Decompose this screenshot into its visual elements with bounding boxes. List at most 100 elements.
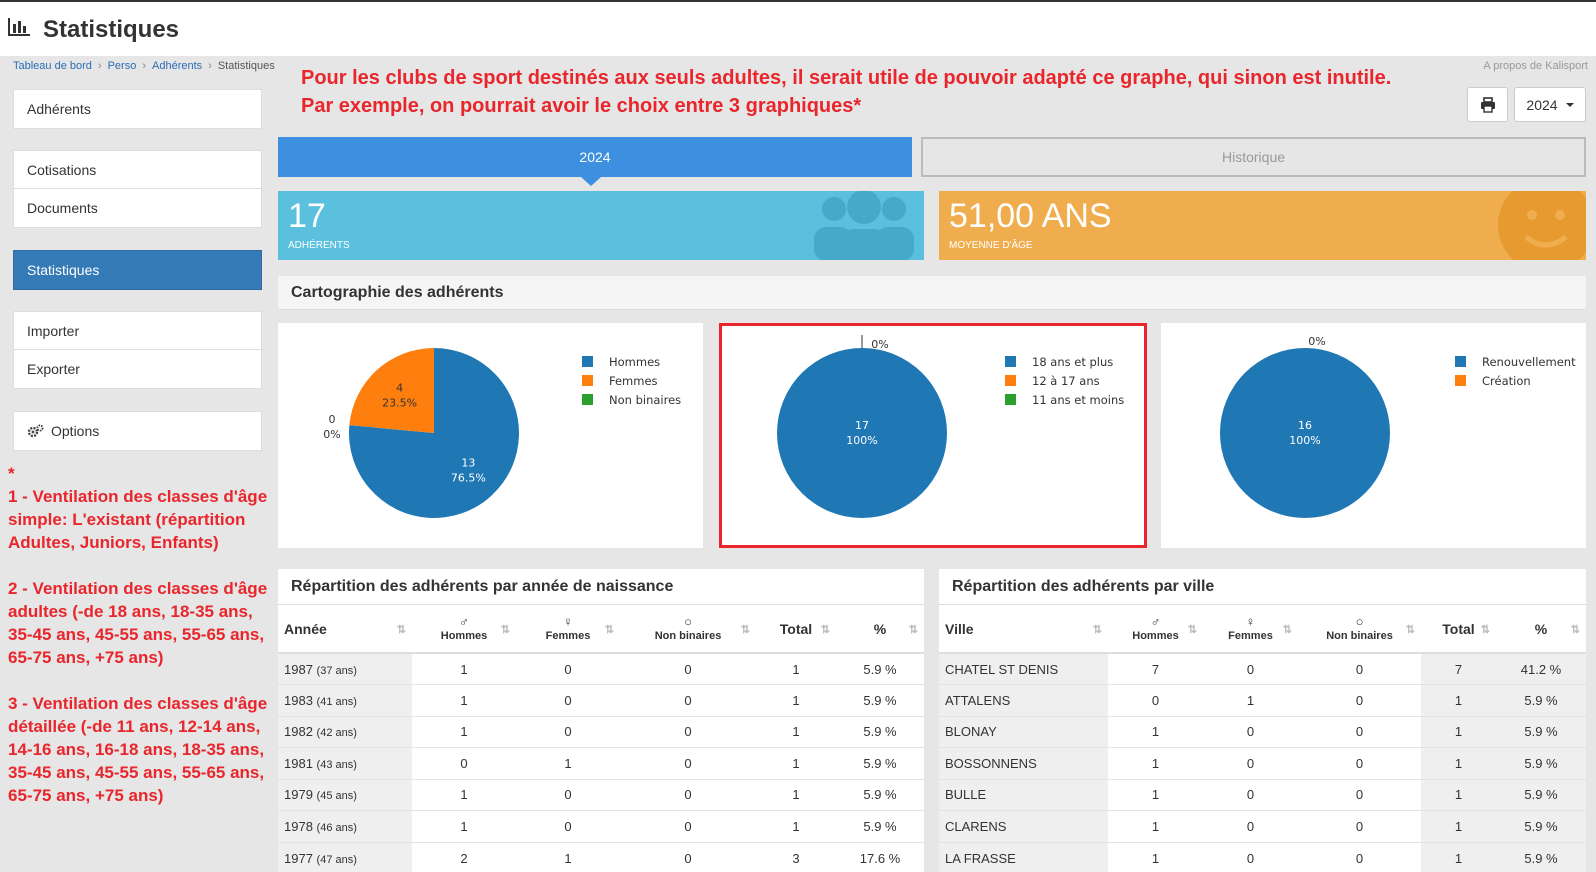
year-select[interactable]: 2024 xyxy=(1514,87,1586,122)
members-count-label: Adhérents xyxy=(288,240,350,251)
pie-slice[interactable] xyxy=(777,348,947,518)
cell-men: 0 xyxy=(412,747,516,779)
tab-history[interactable]: Historique xyxy=(921,137,1586,177)
col-total[interactable]: Total ⇅ xyxy=(756,605,836,654)
tab-2024[interactable]: 2024 xyxy=(278,137,912,186)
sort-icon: ⇅ xyxy=(820,624,830,636)
print-button[interactable] xyxy=(1467,87,1508,122)
col-percent[interactable]: % ⇅ xyxy=(836,605,924,654)
cell-women: 0 xyxy=(516,652,620,685)
pie-slice-value: 17 xyxy=(855,419,869,432)
legend-label[interactable]: 12 à 17 ans xyxy=(1032,374,1100,388)
pie-slice[interactable] xyxy=(349,348,434,433)
sort-icon: ⇅ xyxy=(740,624,750,636)
cell-year: 1979 (45 ans) xyxy=(278,778,412,811)
table-city-card: Répartition des adhérents par ville Vill… xyxy=(939,569,1586,872)
legend-label[interactable]: Création xyxy=(1482,374,1531,388)
year-select-value: 2024 xyxy=(1526,96,1558,113)
gears-icon xyxy=(27,424,44,438)
legend-swatch xyxy=(1005,356,1016,367)
cell-total: 1 xyxy=(1421,747,1496,779)
cell-women: 0 xyxy=(516,684,620,716)
members-stat-tile: 17 Adhérents xyxy=(278,191,924,260)
breadcrumb-members[interactable]: Adhérents xyxy=(152,60,203,72)
sidebar-item-members[interactable]: Adhérents xyxy=(27,101,91,117)
col-women[interactable]: ♀ Femmes ⇅ xyxy=(516,605,620,654)
cell-total: 1 xyxy=(756,652,836,685)
cell-nonbinary: 0 xyxy=(1298,684,1421,716)
cell-total: 1 xyxy=(1421,810,1496,842)
cell-nonbinary: 0 xyxy=(620,778,756,811)
legend-label[interactable]: Renouvellement xyxy=(1482,355,1576,369)
bar-chart-icon xyxy=(8,18,30,36)
sidebar-item-export[interactable]: Exporter xyxy=(27,361,80,377)
table-birth-year: Année ⇅ ♂ Hommes ⇅ ♀ Femmes ⇅ ○ Non binaires ⇅ … xyxy=(278,605,924,872)
average-age: 51,00 ANS xyxy=(949,197,1112,235)
cell-men: 7 xyxy=(1108,652,1203,685)
cell-women: 1 xyxy=(516,747,620,779)
col-men[interactable]: ♂ Hommes ⇅ xyxy=(412,605,516,654)
sort-icon: ⇅ xyxy=(1282,624,1292,636)
cell-total: 1 xyxy=(1421,715,1496,748)
pie-slice-value: 13 xyxy=(461,457,475,470)
col-nonbinary[interactable]: ○ Non binaires ⇅ xyxy=(1298,605,1421,654)
col-percent[interactable]: % ⇅ xyxy=(1496,605,1586,654)
cell-total: 1 xyxy=(756,747,836,779)
cell-percent: 5.9 % xyxy=(1496,684,1586,716)
sort-icon: ⇅ xyxy=(1405,624,1415,636)
legend-swatch xyxy=(582,394,593,405)
sidebar-item-documents[interactable]: Documents xyxy=(27,200,98,216)
page-title: Statistiques xyxy=(43,16,180,43)
table-row: 1987 (37 ans) 1 0 0 1 5.9 % xyxy=(278,652,924,685)
sidebar-item-import[interactable]: Importer xyxy=(14,312,261,350)
cell-nonbinary: 0 xyxy=(620,652,756,685)
sort-icon: ⇅ xyxy=(396,624,406,636)
cell-percent: 41.2 % xyxy=(1496,652,1586,685)
legend-label[interactable]: 11 ans et moins xyxy=(1032,393,1124,407)
col-men[interactable]: ♂ Hommes ⇅ xyxy=(1108,605,1203,654)
col-nonbinary[interactable]: ○ Non binaires ⇅ xyxy=(620,605,756,654)
col-women[interactable]: ♀ Femmes ⇅ xyxy=(1203,605,1298,654)
legend-label[interactable]: Non binaires xyxy=(609,393,681,407)
cell-total: 1 xyxy=(1421,778,1496,811)
col-total[interactable]: Total ⇅ xyxy=(1421,605,1496,654)
smile-icon xyxy=(1498,191,1586,260)
cell-nonbinary: 0 xyxy=(1298,747,1421,779)
annotation-option-2: 2 - Ventilation des classes d'âge adulte… xyxy=(8,579,268,667)
cell-men: 1 xyxy=(412,652,516,685)
cell-city: CHATEL ST DENIS xyxy=(939,652,1108,685)
cell-women: 0 xyxy=(1203,652,1298,685)
breadcrumb-perso[interactable]: Perso xyxy=(107,60,137,72)
table-city-title: Répartition des adhérents par ville xyxy=(939,569,1586,605)
tab-history-label: Historique xyxy=(1221,149,1286,165)
table-row: LA FRASSE 1 0 0 1 5.9 % xyxy=(939,841,1586,872)
cell-city: CLARENS xyxy=(939,810,1108,842)
breadcrumb-current: Statistiques xyxy=(217,60,275,72)
legend-label[interactable]: 18 ans et plus xyxy=(1032,355,1113,369)
printer-icon xyxy=(1480,96,1495,113)
pie-slice[interactable] xyxy=(1220,348,1390,518)
sidebar-item-contributions[interactable]: Cotisations xyxy=(14,151,261,189)
sidebar-item-statistics[interactable]: Statistiques xyxy=(27,262,100,278)
breadcrumb-dashboard[interactable]: Tableau de bord xyxy=(13,60,92,72)
cell-men: 1 xyxy=(412,810,516,842)
legend-label[interactable]: Femmes xyxy=(609,374,658,388)
cell-city: BLONAY xyxy=(939,715,1108,748)
sidebar-item-options[interactable]: Options xyxy=(14,412,261,450)
sidebar-group-import: Importer Exporter xyxy=(13,311,262,389)
cell-percent: 5.9 % xyxy=(1496,715,1586,748)
about-link[interactable]: A propos de Kalisport xyxy=(1483,60,1588,72)
col-year[interactable]: Année ⇅ xyxy=(278,605,412,654)
legend-label[interactable]: Hommes xyxy=(609,355,660,369)
pie-slice-value: 16 xyxy=(1298,419,1312,432)
chart-age-class: 17 100% 0% 18 ans et plus 12 à 17 ans 11 ans … xyxy=(719,323,1147,548)
table-row: 1983 (41 ans) 1 0 0 1 5.9 % xyxy=(278,684,924,716)
table-row: 1978 (46 ans) 1 0 0 1 5.9 % xyxy=(278,810,924,842)
cell-city: ATTALENS xyxy=(939,684,1108,716)
cell-percent: 5.9 % xyxy=(836,778,924,811)
cell-men: 2 xyxy=(412,841,516,872)
cell-nonbinary: 0 xyxy=(1298,652,1421,685)
cell-total: 3 xyxy=(756,841,836,872)
col-city[interactable]: Ville ⇅ xyxy=(939,605,1108,654)
chart-renewal: 16 100% 0% Renouvellement Création xyxy=(1161,323,1586,548)
